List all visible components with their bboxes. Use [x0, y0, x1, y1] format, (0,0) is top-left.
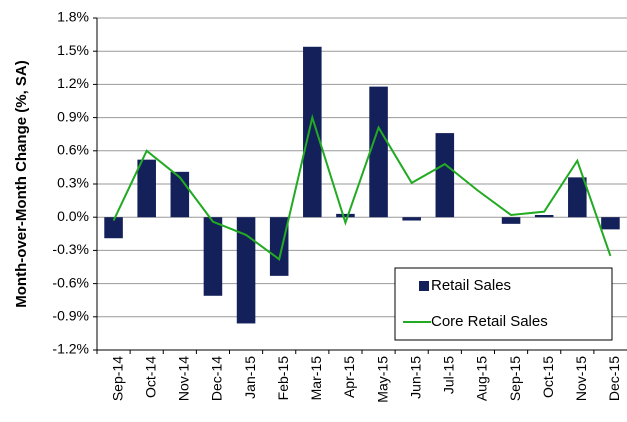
bar [303, 46, 322, 218]
y-tick-label: 0.3% [57, 175, 89, 191]
bar [236, 217, 256, 324]
x-tick-label: Sep-15 [507, 356, 523, 401]
bar [203, 217, 223, 296]
y-tick-label: 1.5% [57, 42, 89, 58]
x-tick-label: Jan-15 [242, 356, 258, 399]
bar [269, 217, 289, 276]
y-tick-label: 1.2% [57, 75, 89, 91]
bar [402, 217, 421, 221]
y-axis-label: Month-over-Month Change (%, SA) [13, 60, 30, 307]
y-tick-label: -0.3% [52, 241, 89, 257]
legend-label: Core Retail Sales [431, 313, 548, 330]
y-tick-label: 0.9% [57, 108, 89, 124]
x-tick-label: Sep-14 [109, 356, 125, 401]
x-tick-label: Mar-15 [308, 356, 324, 401]
legend-swatch [419, 281, 429, 291]
y-tick-label: -1.2% [52, 341, 89, 357]
x-tick-label: Oct-14 [142, 356, 158, 398]
x-tick-label: Jun-15 [407, 356, 423, 399]
x-tick-label: Dec-14 [209, 356, 225, 401]
legend-box [394, 267, 613, 341]
bar [137, 159, 156, 218]
x-tick-label: Feb-15 [275, 356, 291, 401]
bar [534, 214, 554, 218]
bar [104, 217, 123, 239]
line [112, 113, 612, 261]
x-tick-label: Jul-15 [441, 356, 457, 394]
bar [568, 177, 587, 218]
bar [501, 217, 521, 224]
x-tick-label: Nov-15 [573, 356, 589, 401]
bar [601, 217, 620, 230]
x-tick-label: Dec-15 [606, 356, 622, 401]
y-tick-label: 1.8% [57, 9, 89, 25]
x-tick-label: May-15 [374, 356, 390, 403]
bar [435, 133, 455, 218]
x-tick-label: Nov-14 [176, 356, 192, 401]
y-tick-label: 0.0% [57, 208, 89, 224]
y-tick-label: -0.9% [52, 308, 89, 324]
y-tick-label: 0.6% [57, 142, 89, 158]
bar [336, 213, 355, 218]
x-tick-label: Apr-15 [341, 356, 357, 398]
legend-label: Retail Sales [431, 277, 511, 294]
y-tick-label: -0.6% [52, 274, 89, 290]
legend: Retail Sales Core Retail Sales [394, 267, 613, 341]
x-tick-label: Oct-15 [540, 356, 556, 398]
x-tick-label: Aug-15 [474, 356, 490, 401]
bar [369, 86, 388, 218]
